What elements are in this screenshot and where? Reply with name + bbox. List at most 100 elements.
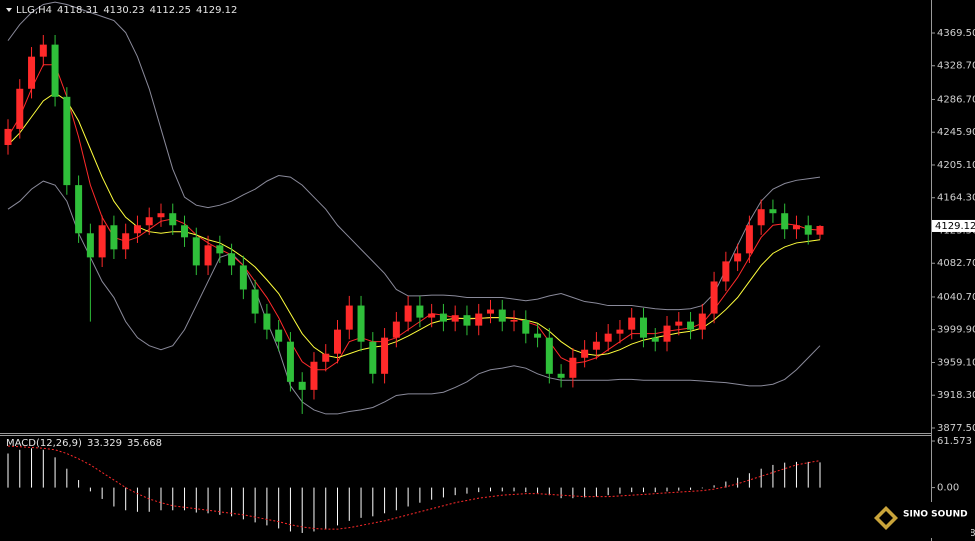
watermark: SINO SOUND <box>873 502 971 538</box>
candle-body <box>334 329 342 354</box>
candle-body <box>51 44 59 97</box>
candle-body <box>228 253 236 266</box>
header-value: 4112.25 <box>150 5 191 16</box>
candle-body <box>28 56 36 89</box>
candle-body <box>639 317 647 338</box>
panel-title: MACD(12,26,9) <box>6 438 82 449</box>
candle-body <box>322 353 330 362</box>
indicator-line <box>7 1 821 311</box>
candle-body <box>298 381 306 390</box>
candle-body <box>439 313 447 322</box>
header-value: 4130.23 <box>103 5 144 16</box>
candle-body <box>75 185 83 234</box>
candle-body <box>428 313 436 318</box>
candle-body <box>86 233 94 258</box>
indicator-line <box>7 180 821 415</box>
candle-body <box>498 309 506 322</box>
header-value: 33.329 <box>87 438 122 449</box>
candle-body <box>616 329 624 334</box>
indicator-line <box>7 64 821 371</box>
candle-body <box>98 225 106 258</box>
panel-header: LLG,H4 4118.31 4130.23 4112.25 4129.12 <box>16 5 237 16</box>
y-tick-label: 3959.10 <box>937 357 975 368</box>
candle-body <box>310 361 318 390</box>
candle-body <box>4 128 12 145</box>
candle-body <box>698 313 706 330</box>
candle-body <box>204 245 212 266</box>
header-icon <box>6 8 12 12</box>
candle-body <box>416 305 424 318</box>
header-value: 4118.31 <box>57 5 98 16</box>
y-tick-label: 3999.90 <box>937 325 975 336</box>
candle-body <box>216 245 224 254</box>
candle-body <box>157 213 165 218</box>
header-value: 35.668 <box>127 438 162 449</box>
candle-body <box>122 233 130 250</box>
candle-body <box>663 325 671 342</box>
candle-body <box>263 313 271 330</box>
candle-body <box>381 337 389 374</box>
candle-body <box>251 289 259 314</box>
candle-body <box>369 341 377 374</box>
candle-body <box>628 317 636 330</box>
candle-body <box>816 225 824 235</box>
candle-body <box>592 341 600 350</box>
candle-body <box>133 225 141 234</box>
candle-body <box>722 261 730 282</box>
candle-body <box>675 321 683 326</box>
candle-body <box>463 315 471 326</box>
y-tick-label: 4245.90 <box>937 127 975 138</box>
candle-body <box>345 305 353 330</box>
y-tick-label: 3877.50 <box>937 423 975 434</box>
candle-body <box>392 321 400 338</box>
candle-body <box>286 341 294 382</box>
candle-body <box>792 225 800 230</box>
panel-header: MACD(12,26,9) 33.329 35.668 <box>6 438 162 449</box>
candle-body <box>451 315 459 322</box>
y-tick-label: 4164.30 <box>937 193 975 204</box>
candle-body <box>534 333 542 338</box>
candle-body <box>557 373 565 378</box>
candle-body <box>804 225 812 235</box>
candle-body <box>16 88 24 129</box>
candle-body <box>510 320 518 322</box>
candle-body <box>169 213 177 226</box>
y-tick-label: 4040.70 <box>937 292 975 303</box>
candle-body <box>781 213 789 230</box>
candle-body <box>239 265 247 290</box>
y-tick-label: 4369.50 <box>937 28 975 39</box>
panel-title: LLG,H4 <box>16 5 52 16</box>
candle-body <box>110 225 118 250</box>
candle-body <box>757 209 765 226</box>
watermark-text: SINO SOUND <box>903 510 968 520</box>
candle-body <box>745 225 753 254</box>
candle-body <box>522 320 530 334</box>
watermark-logo <box>879 511 893 525</box>
candle-body <box>769 209 777 214</box>
candle-body <box>581 349 589 358</box>
candle-body <box>569 357 577 378</box>
candle-body <box>651 337 659 342</box>
y-tick-label: 4082.70 <box>937 258 975 269</box>
price-tag <box>932 219 975 232</box>
y-tick-label: 4205.10 <box>937 160 975 171</box>
candle-body <box>39 44 47 57</box>
header-value: 4129.12 <box>196 5 237 16</box>
y-tick-label: 3918.30 <box>937 390 975 401</box>
candle-body <box>63 96 71 186</box>
candle-body <box>545 337 553 374</box>
candle-body <box>486 309 494 314</box>
candle-body <box>145 217 153 226</box>
candle-body <box>275 329 283 342</box>
signal-line <box>7 445 821 530</box>
y-tick-label: 4328.70 <box>937 61 975 72</box>
candle-body <box>404 305 412 322</box>
candle-body <box>710 281 718 314</box>
candle-body <box>192 237 200 266</box>
price-tag-label: 4129.12 <box>935 221 975 232</box>
candle-body <box>475 313 483 326</box>
candle-body <box>181 225 189 238</box>
